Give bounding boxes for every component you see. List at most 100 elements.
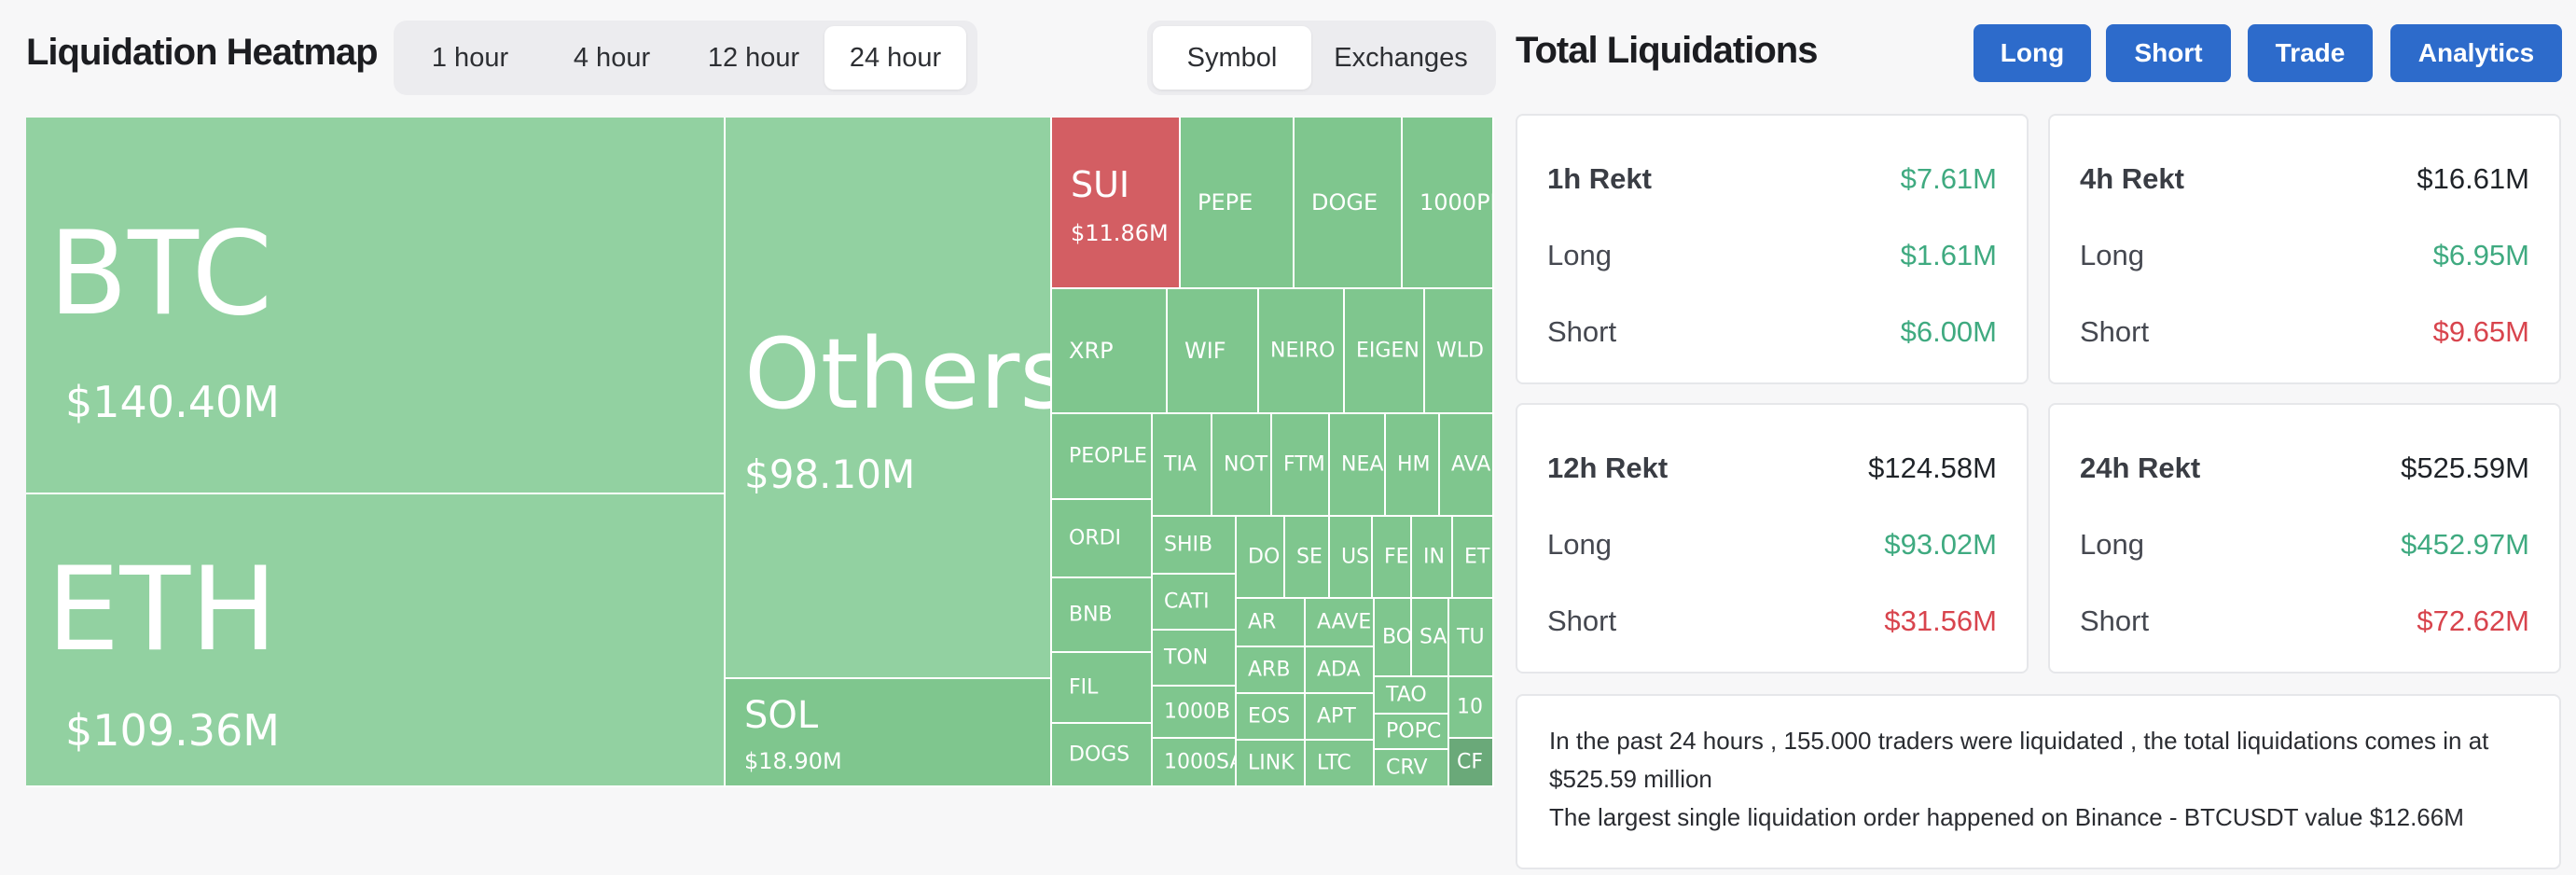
cell-symbol: AAVE [1317,610,1372,634]
cell-symbol: BTC [48,207,273,341]
short-button[interactable]: Short [2106,24,2231,82]
treemap-cell-shib[interactable]: SHIB [1153,517,1237,575]
treemap-cell-inj[interactable]: IN [1412,517,1453,599]
treemap-cell-dogs[interactable]: DOGS [1052,724,1153,787]
tab-symbol[interactable]: Symbol [1153,26,1311,90]
cell-symbol: TON [1164,646,1209,670]
treemap-cell-ustc[interactable]: US [1330,517,1373,599]
treemap-cell-ordi[interactable]: ORDI [1052,500,1153,578]
cell-symbol: ARB [1248,658,1291,682]
treemap-cell-eigen[interactable]: EIGEN [1345,289,1425,414]
long-label: Long [2080,239,2144,271]
long-button[interactable]: Long [1974,24,2091,82]
treemap-cell-crv[interactable]: CRV [1375,750,1449,787]
card-12h-rekt: 12h Rekt $124.58M Long $93.02M Short $31.56… [1516,403,2029,674]
treemap-cell-1000bonk[interactable]: 1000B [1153,687,1237,739]
treemap-cell-eos[interactable]: EOS [1237,694,1306,741]
short-label: Short [2080,604,2150,637]
cell-amount: $98.10M [744,451,916,497]
treemap-cell-pepe[interactable]: PEPE [1181,118,1295,289]
cell-symbol: FTM [1283,452,1325,477]
treemap-cell-sand[interactable]: SA [1412,599,1449,677]
treemap-cell-sol[interactable]: SOL $18.90M [726,679,1052,787]
treemap-cell-popcat[interactable]: POPC [1375,715,1449,750]
analytics-button[interactable]: Analytics [2390,24,2562,82]
treemap-cell-wld[interactable]: WLD [1425,289,1494,414]
card-title: 24h Rekt [2080,451,2201,484]
cell-symbol: BO [1382,625,1412,649]
short-label: Short [2080,315,2150,348]
treemap-cell-etc[interactable]: ET [1453,517,1494,599]
long-label: Long [1547,239,1612,271]
treemap-cell-ltc[interactable]: LTC [1306,741,1375,787]
cell-symbol: ET [1464,545,1490,569]
treemap-cell-turbo[interactable]: TU [1449,599,1494,677]
treemap-cell-apt[interactable]: APT [1306,694,1375,741]
treemap-cell-dot[interactable]: DO [1237,517,1285,599]
treemap-cell-hmstr[interactable]: HM [1386,414,1440,517]
cell-symbol: FIL [1069,675,1099,700]
long-value: $1.61M [1900,239,1997,271]
cell-symbol: PEPE [1198,189,1253,215]
cell-symbol: CRV [1386,756,1428,780]
treemap-cell-btc[interactable]: BTC $140.40M [26,118,726,494]
treemap-cell-1000sats[interactable]: 1000SA [1153,739,1237,787]
cell-symbol: ADA [1317,658,1361,682]
card-4h-rekt: 4h Rekt $16.61M Long $6.95M Short $9.65M [2048,114,2561,384]
cell-symbol: NEA [1341,452,1384,477]
treemap-cell-ada[interactable]: ADA [1306,647,1375,694]
treemap-cell-ftm[interactable]: FTM [1272,414,1330,517]
short-value: $9.65M [2432,315,2529,348]
tab-4-hour[interactable]: 4 hour [573,42,651,73]
tab-exchanges[interactable]: Exchanges [1334,42,1468,73]
treemap-cell-sei[interactable]: SE [1285,517,1330,599]
card-total: $525.59M [2401,451,2529,484]
treemap-cell-people[interactable]: PEOPLE [1052,414,1153,500]
treemap-cell-tao[interactable]: TAO [1375,677,1449,715]
treemap-cell-xrp[interactable]: XRP [1052,289,1168,414]
treemap-cell-1000pepe[interactable]: 1000PE [1403,118,1494,289]
cell-symbol: XRP [1069,338,1114,364]
long-label: Long [1547,528,1612,561]
treemap-cell-fet[interactable]: FE [1373,517,1412,599]
treemap-cell-bnb[interactable]: BNB [1052,578,1153,653]
treemap-cell-not[interactable]: NOT [1212,414,1272,517]
liquidation-summary: In the past 24 hours , 155.000 traders w… [1516,694,2561,869]
treemap-cell-tia[interactable]: TIA [1153,414,1212,517]
cell-symbol: PEOPLE [1069,444,1147,468]
summary-line-total: In the past 24 hours , 155.000 traders w… [1549,727,2489,793]
treemap-cell-bome[interactable]: BO [1375,599,1412,677]
treemap-cell-arb[interactable]: ARB [1237,647,1306,694]
tab-1-hour[interactable]: 1 hour [431,42,509,73]
treemap-cell-near[interactable]: NEA [1330,414,1386,517]
card-24h-rekt: 24h Rekt $525.59M Long $452.97M Short $72.6… [2048,403,2561,674]
trade-button[interactable]: Trade [2248,24,2373,82]
treemap-cell-fil[interactable]: FIL [1052,653,1153,724]
treemap-cell-avax[interactable]: AVA [1440,414,1494,517]
tab-12-hour[interactable]: 12 hour [707,42,800,73]
cell-symbol: DOGS [1069,743,1130,767]
treemap-cell-10[interactable]: 10 [1449,677,1494,739]
cell-symbol: TAO [1386,683,1427,707]
long-label: Long [2080,528,2144,561]
treemap-cell-cati[interactable]: CATI [1153,575,1237,631]
treemap-cell-ton[interactable]: TON [1153,631,1237,687]
tab-24-hour[interactable]: 24 hour [824,26,966,90]
total-liquidations-title: Total Liquidations [1516,30,1818,71]
treemap-cell-neiro[interactable]: NEIRO [1259,289,1345,414]
cell-symbol: SA [1420,625,1447,649]
treemap-cell-others[interactable]: Others $98.10M [726,118,1052,679]
treemap-cell-aave[interactable]: AAVE [1306,599,1375,647]
treemap-cell-ar[interactable]: AR [1237,599,1306,647]
cell-symbol: HM [1397,452,1431,477]
treemap-cell-link[interactable]: LINK [1237,741,1306,787]
treemap-cell-sui[interactable]: SUI $11.86M [1052,118,1181,289]
treemap-cell-eth[interactable]: ETH $109.36M [26,494,726,787]
cell-symbol: WLD [1436,339,1484,363]
treemap-cell-cfx[interactable]: CF [1449,739,1494,787]
cell-symbol: LINK [1248,751,1295,775]
card-total: $7.61M [1900,162,1997,195]
treemap-cell-doge[interactable]: DOGE [1295,118,1403,289]
cell-symbol: SUI [1071,164,1130,205]
treemap-cell-wif[interactable]: WIF [1168,289,1259,414]
